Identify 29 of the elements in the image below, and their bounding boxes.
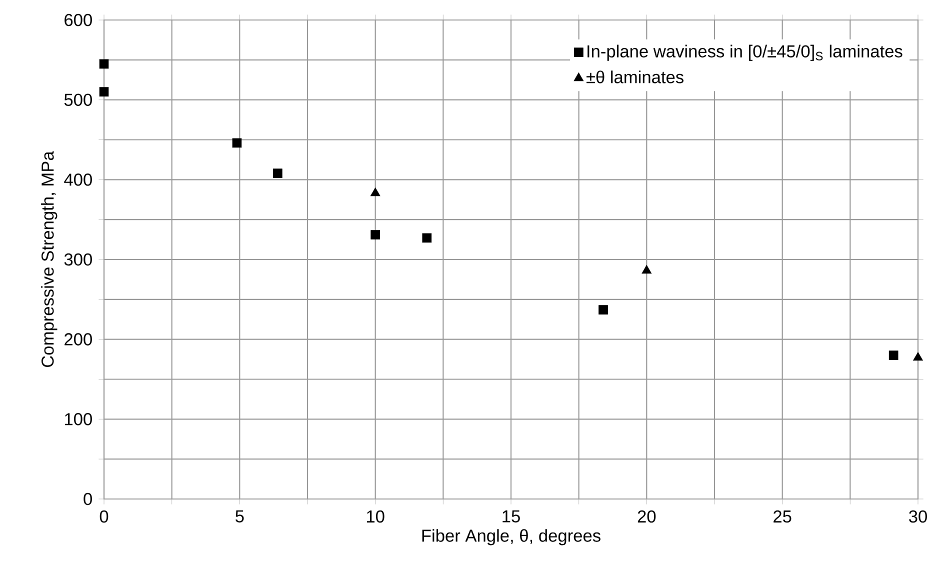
point bbox=[99, 59, 109, 69]
y-tick-label: 300 bbox=[64, 253, 92, 266]
y-tick-label: 400 bbox=[64, 174, 92, 186]
legend-label: In-plane waviness in [0/±45/0]$_{S}$ laminates bbox=[588, 44, 902, 61]
point bbox=[422, 233, 432, 243]
x-axis-title: Fiber Angle, θ, degrees bbox=[422, 529, 600, 546]
point bbox=[272, 168, 282, 178]
y-tick-label: 600 bbox=[64, 14, 92, 26]
legend-label: ±θ laminates bbox=[586, 70, 684, 84]
y-axis-title: Compressive Strength, MPa bbox=[41, 151, 58, 367]
point bbox=[370, 230, 380, 240]
y-tick-label: 0 bbox=[84, 492, 92, 506]
point bbox=[598, 305, 608, 314]
point bbox=[642, 265, 652, 274]
x-tick-label: 10 bbox=[367, 510, 384, 523]
point bbox=[232, 138, 242, 148]
point bbox=[370, 188, 380, 196]
point bbox=[888, 350, 898, 360]
y-tick-label: 100 bbox=[65, 413, 92, 426]
point bbox=[99, 87, 109, 97]
x-tick-label: 5 bbox=[236, 510, 244, 522]
x-tick-label: 20 bbox=[638, 510, 656, 523]
point bbox=[913, 352, 923, 361]
y-tick-label: 200 bbox=[64, 333, 92, 346]
x-tick-label: 30 bbox=[909, 510, 927, 523]
x-tick-label: 15 bbox=[502, 510, 520, 522]
x-tick-label: 25 bbox=[774, 510, 792, 523]
x-tick-label: 0 bbox=[100, 510, 108, 523]
y-tick-label: 500 bbox=[64, 94, 92, 106]
